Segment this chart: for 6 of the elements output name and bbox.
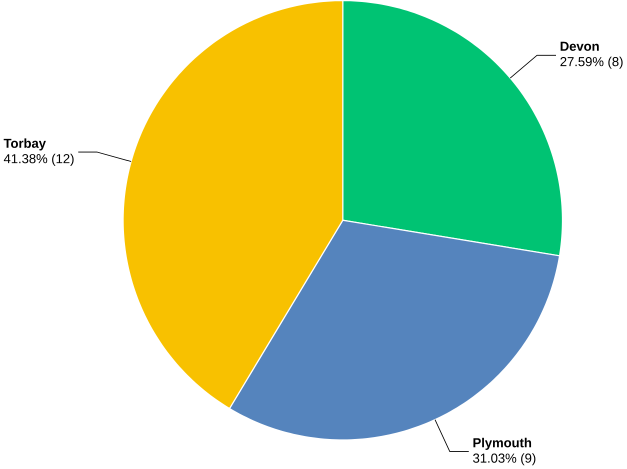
data-label: 41.38% (12): [4, 154, 74, 166]
slice-label: Plymouth: [473, 438, 532, 450]
slice-label: Torbay: [4, 138, 46, 151]
slice-label: Devon: [560, 42, 599, 51]
data-label: 31.03% (9): [473, 453, 536, 466]
data-label: 27.59% (8): [560, 56, 623, 69]
